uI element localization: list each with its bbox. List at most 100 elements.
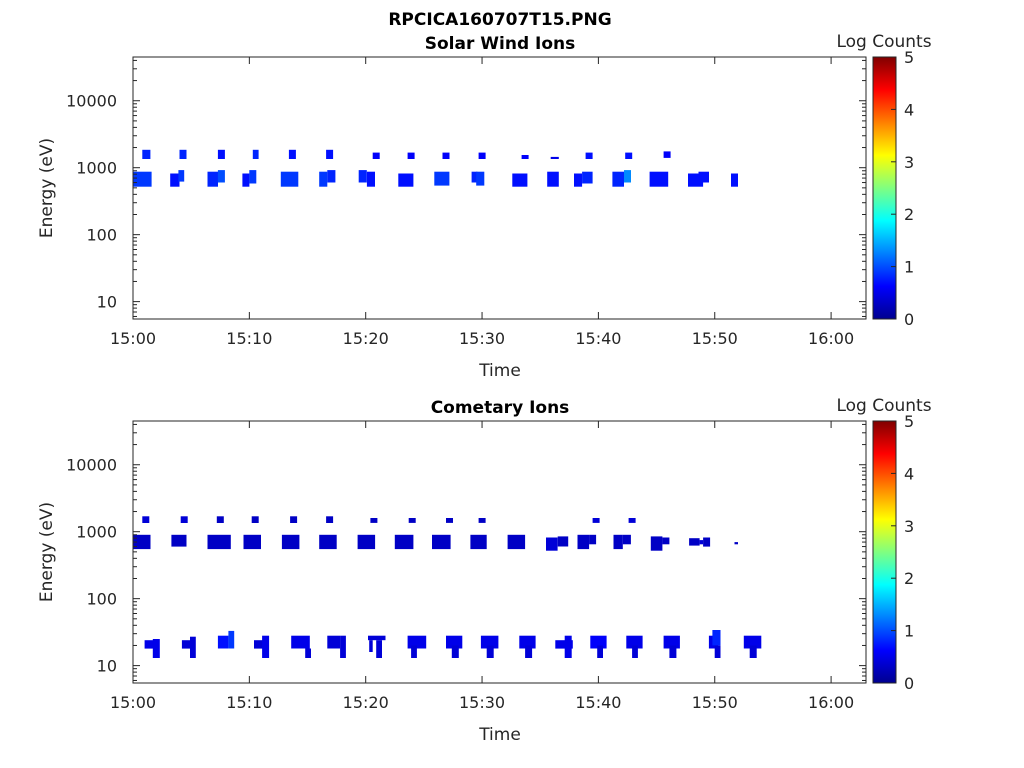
heatmap-cell bbox=[612, 171, 624, 187]
heatmap-cell bbox=[305, 648, 311, 658]
x-tick-label: 15:40 bbox=[575, 693, 621, 712]
heatmap-cell bbox=[290, 516, 298, 523]
heatmap-cell bbox=[734, 542, 738, 545]
figure-title: RPCICA160707T15.PNG bbox=[388, 10, 611, 30]
heatmap-cell bbox=[478, 518, 486, 523]
colorbar-tick-label: 3 bbox=[904, 153, 914, 172]
y-tick-label: 100 bbox=[86, 226, 117, 245]
y-tick-label: 100 bbox=[86, 590, 117, 609]
heatmap-cell bbox=[133, 171, 152, 187]
heatmap-cell bbox=[550, 156, 559, 159]
x-tick-label: 15:50 bbox=[692, 329, 738, 348]
heatmap-cell bbox=[170, 173, 180, 187]
heatmap-cell bbox=[624, 170, 631, 183]
heatmap-cell bbox=[357, 534, 376, 550]
y-tick-label: 10000 bbox=[66, 456, 117, 475]
heatmap-cell bbox=[432, 534, 451, 550]
y-tick-label: 10000 bbox=[66, 92, 117, 111]
heatmap-cell bbox=[376, 640, 382, 658]
heatmap-cell bbox=[407, 635, 427, 649]
heatmap-cell bbox=[207, 534, 231, 550]
heatmap-cell bbox=[372, 152, 380, 159]
x-tick-label: 15:10 bbox=[226, 329, 272, 348]
heatmap-cell bbox=[340, 635, 346, 658]
heatmap-cell bbox=[585, 152, 593, 159]
x-tick-label: 15:20 bbox=[343, 693, 389, 712]
heatmap-cell bbox=[476, 171, 485, 186]
heatmap-cell bbox=[370, 518, 378, 523]
heatmap-cell bbox=[451, 645, 459, 658]
heatmap-cell bbox=[582, 171, 593, 184]
y-axis-label: Energy (eV) bbox=[37, 138, 57, 238]
heatmap-cell bbox=[190, 636, 196, 658]
heatmap-cell bbox=[669, 645, 677, 658]
heatmap-cell bbox=[327, 170, 336, 183]
heatmap-cell bbox=[142, 516, 150, 523]
heatmap-cell bbox=[411, 645, 417, 658]
heatmap-cell bbox=[662, 537, 670, 545]
panel-solar-wind: Solar Wind Ions 15:00 15:10 15:20 15:30 15:4… bbox=[37, 32, 932, 381]
heatmap-cell bbox=[698, 171, 709, 183]
y-ticks: 10 100 1000 10000 bbox=[66, 59, 866, 317]
heatmap-cell bbox=[480, 635, 499, 649]
heatmap-cell bbox=[486, 645, 494, 658]
heatmap-cell bbox=[243, 534, 261, 550]
heatmap-cell bbox=[592, 518, 600, 523]
colorbar-tick-label: 5 bbox=[904, 48, 914, 67]
heatmap-cell bbox=[663, 635, 680, 649]
x-tick-label: 15:10 bbox=[226, 693, 272, 712]
heatmap-cell bbox=[216, 516, 224, 523]
x-tick-label: 16:00 bbox=[808, 693, 854, 712]
heatmap-cell bbox=[242, 173, 250, 187]
heatmap-cell bbox=[366, 171, 375, 187]
heatmap-cell bbox=[133, 534, 151, 550]
heatmap-cell bbox=[519, 635, 536, 649]
heatmap-cell bbox=[217, 149, 225, 159]
y-axis-label: Energy (eV) bbox=[37, 502, 57, 602]
heatmap-cell bbox=[217, 170, 225, 183]
colorbar-tick-label: 4 bbox=[904, 100, 914, 119]
heatmap-cell bbox=[434, 171, 450, 186]
heatmap-cell bbox=[142, 149, 151, 159]
x-tick-label: 15:40 bbox=[575, 329, 621, 348]
x-axis-label: Time bbox=[478, 725, 521, 745]
heatmap-cell bbox=[557, 536, 569, 547]
heatmap-cell bbox=[712, 630, 721, 646]
heatmap-cell bbox=[446, 518, 453, 523]
heatmap-cell bbox=[650, 536, 663, 551]
heatmap-cell bbox=[628, 518, 636, 523]
colorbar-ticks: 0 1 2 3 4 5 bbox=[891, 412, 914, 693]
heatmap-cell bbox=[547, 171, 559, 187]
heatmap-cell bbox=[703, 537, 711, 547]
colorbar bbox=[872, 420, 897, 684]
heatmap-cell bbox=[144, 640, 157, 649]
heatmap-cell bbox=[546, 537, 558, 551]
colorbar-tick-label: 0 bbox=[904, 310, 914, 329]
heatmap-cell bbox=[555, 640, 573, 649]
heatmap-cell bbox=[291, 635, 301, 649]
heatmap-cell bbox=[622, 534, 631, 545]
heatmap-cell bbox=[152, 639, 160, 658]
colorbar-tick-label: 2 bbox=[904, 205, 914, 224]
heatmap-cell bbox=[525, 645, 533, 658]
heatmap-cell bbox=[478, 152, 486, 159]
heatmap-cells bbox=[133, 516, 762, 658]
heatmap-cell bbox=[180, 516, 188, 523]
heatmap-cell bbox=[521, 155, 529, 159]
heatmap-cells bbox=[133, 149, 738, 187]
heatmap-cell bbox=[319, 534, 337, 550]
heatmap-cell bbox=[369, 640, 373, 652]
heatmap-cell bbox=[714, 645, 721, 658]
heatmap-cell bbox=[589, 534, 597, 545]
heatmap-cell bbox=[179, 149, 187, 159]
heatmap-cell bbox=[507, 534, 526, 550]
x-tick-label: 15:20 bbox=[343, 329, 389, 348]
heatmap-cell bbox=[394, 534, 414, 550]
heatmap-cell bbox=[300, 635, 310, 649]
heatmap-cell bbox=[626, 635, 643, 649]
heatmap-cell bbox=[446, 635, 463, 649]
heatmap-cell bbox=[358, 170, 367, 183]
heatmap-cell bbox=[407, 152, 415, 159]
heatmap-cell bbox=[251, 516, 259, 523]
heatmap-cell bbox=[689, 538, 700, 546]
